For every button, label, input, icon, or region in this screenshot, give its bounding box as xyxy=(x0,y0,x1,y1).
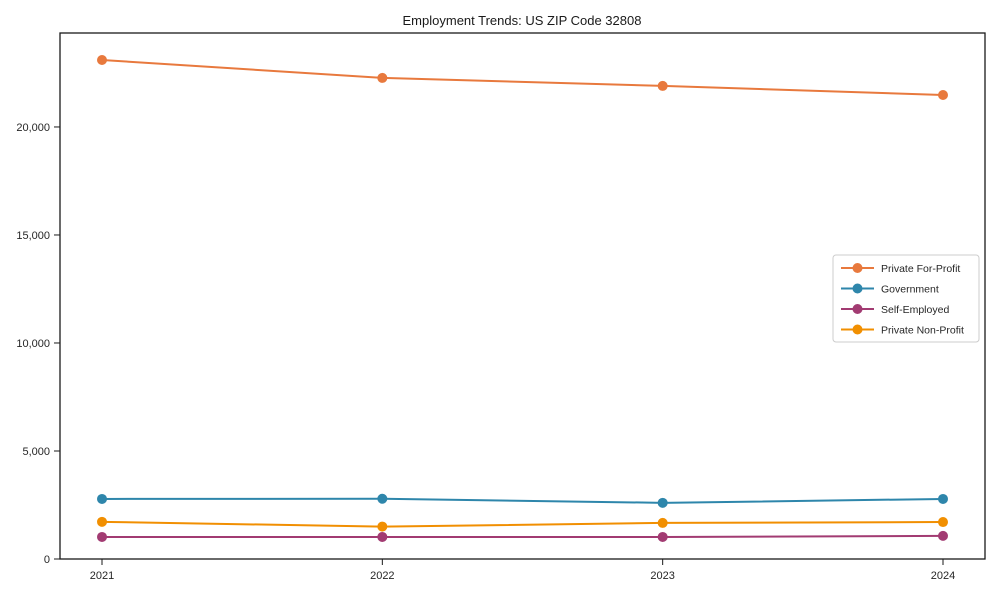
data-point-government-2023 xyxy=(657,497,668,508)
series-line-self-employed xyxy=(102,534,944,538)
data-point-self-employed-2022 xyxy=(377,531,388,542)
legend-label-self-employed: Self-Employed xyxy=(881,304,949,316)
legend-marker-government xyxy=(852,283,863,294)
data-point-private-non-profit-2024 xyxy=(938,517,948,528)
plot-layer: 0 5,000 10,000 15,000 20,000 2021 2022 2023 2024… xyxy=(16,32,986,582)
data-point-government-2021 xyxy=(97,493,107,504)
data-point-self-employed-2021 xyxy=(97,531,107,542)
x-tick-label: 2023 xyxy=(650,570,674,582)
legend-label-government: Government xyxy=(881,283,939,295)
legend-label-private-for-profit: Private For-Profit xyxy=(881,263,960,275)
data-point-self-employed-2023 xyxy=(657,531,668,542)
data-point-private-non-profit-2022 xyxy=(377,521,388,532)
data-point-government-2024 xyxy=(938,493,948,504)
x-tick-label: 2021 xyxy=(90,570,114,582)
legend-label-private-non-profit: Private Non-Profit xyxy=(881,324,964,336)
data-point-government-2022 xyxy=(377,493,388,504)
data-point-self-employed-2024 xyxy=(938,530,948,541)
y-tick-label: 20,000 xyxy=(16,122,50,134)
series-line-private-for-profit xyxy=(101,59,944,96)
data-point-private-for-profit-2023 xyxy=(657,80,668,91)
series-line-government xyxy=(101,497,944,504)
data-point-private-for-profit-2022 xyxy=(377,72,388,83)
y-tick-label: 0 xyxy=(44,554,50,566)
legend-marker-self-employed xyxy=(852,304,863,314)
series-line-private-non-profit xyxy=(101,520,944,528)
data-point-private-for-profit-2021 xyxy=(97,55,107,66)
y-tick-label: 10,000 xyxy=(16,338,50,350)
legend-marker-private-non-profit xyxy=(852,324,863,335)
x-tick-label: 2022 xyxy=(370,570,394,582)
x-tick-label: 2024 xyxy=(931,570,955,582)
y-tick-label: 15,000 xyxy=(16,230,50,242)
data-point-private-non-profit-2023 xyxy=(657,517,668,528)
plot-border xyxy=(59,32,986,560)
legend-marker-private-for-profit xyxy=(852,263,863,273)
chart-title: Employment Trends: US ZIP Code 32808 xyxy=(403,13,642,28)
data-point-private-non-profit-2021 xyxy=(97,516,107,527)
data-point-private-for-profit-2024 xyxy=(938,89,948,100)
y-tick-label: 5,000 xyxy=(22,446,50,458)
legend-box xyxy=(832,254,980,343)
